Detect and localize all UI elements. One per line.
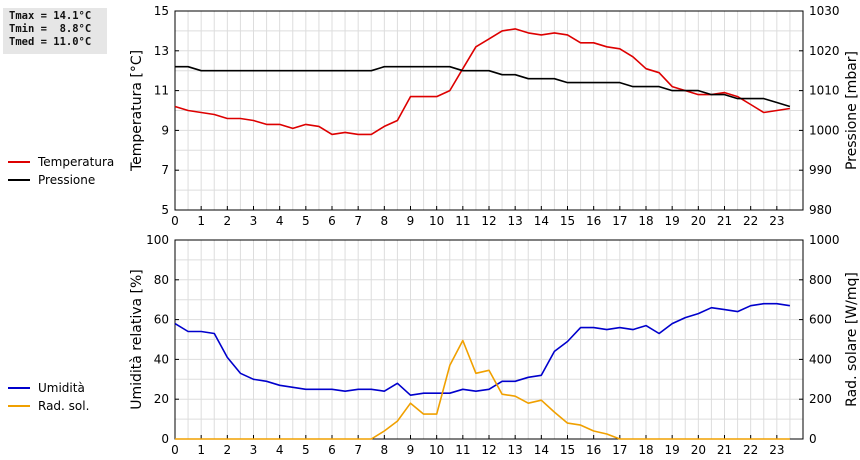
stats-box: Tmax = 14.1°C Tmin = 8.8°C Tmed = 11.0°C <box>3 8 107 54</box>
x-tick-label: 0 <box>171 443 179 457</box>
y-tick-label: 20 <box>154 392 169 406</box>
y2-tick-label: 400 <box>809 352 832 366</box>
stat-tmin: Tmin = 8.8°C <box>9 23 92 35</box>
x-tick-label: 22 <box>743 443 758 457</box>
x-tick-label: 2 <box>224 214 232 228</box>
y2-tick-label: 0 <box>809 432 817 446</box>
x-tick-label: 7 <box>354 214 362 228</box>
x-tick-label: 17 <box>612 214 627 228</box>
y-tick-label: 9 <box>161 123 169 137</box>
x-tick-label: 3 <box>250 443 258 457</box>
x-tick-label: 21 <box>717 214 732 228</box>
x-tick-label: 9 <box>407 214 415 228</box>
series-line-0-0 <box>174 28 791 136</box>
y2-tick-label: 1000 <box>809 233 840 247</box>
x-tick-label: 1 <box>197 214 205 228</box>
x-tick-label: 11 <box>455 214 470 228</box>
y-tick-label: 100 <box>146 233 169 247</box>
x-tick-label: 23 <box>769 214 784 228</box>
series-line-1-1 <box>175 339 790 440</box>
x-tick-label: 10 <box>429 214 444 228</box>
x-tick-label: 8 <box>381 214 389 228</box>
y-tick-label: 5 <box>161 203 169 217</box>
x-tick-label: 21 <box>717 443 732 457</box>
legend-label: Temperatura <box>37 155 114 169</box>
x-tick-label: 18 <box>638 443 653 457</box>
stat-tmed: Tmed = 11.0°C <box>9 36 92 48</box>
x-tick-label: 18 <box>638 214 653 228</box>
legend-label: Pressione <box>38 173 95 187</box>
y-tick-label: 40 <box>154 352 169 366</box>
x-tick-label: 15 <box>560 443 575 457</box>
y2-tick-label: 800 <box>809 273 832 287</box>
x-tick-label: 10 <box>429 443 444 457</box>
y-tick-label: 15 <box>154 4 169 18</box>
x-tick-label: 16 <box>586 214 601 228</box>
x-tick-label: 14 <box>534 214 549 228</box>
y2-tick-label: 1020 <box>809 44 840 58</box>
x-tick-label: 19 <box>665 214 680 228</box>
x-tick-label: 1 <box>197 443 205 457</box>
y2-tick-label: 1030 <box>809 4 840 18</box>
y2-axis-title: Rad. solare [W/mq] <box>844 272 860 407</box>
x-tick-label: 8 <box>381 443 389 457</box>
x-tick-label: 3 <box>250 214 258 228</box>
stat-tmax: Tmax = 14.1°C <box>9 10 92 22</box>
x-tick-label: 5 <box>302 443 310 457</box>
y-tick-label: 7 <box>161 163 169 177</box>
y-tick-label: 80 <box>154 273 169 287</box>
y-axis-title: Temperatura [°C] <box>129 50 145 172</box>
x-tick-label: 2 <box>224 443 232 457</box>
y2-tick-label: 200 <box>809 392 832 406</box>
x-tick-label: 16 <box>586 443 601 457</box>
y2-tick-label: 1000 <box>809 123 840 137</box>
y2-tick-label: 600 <box>809 313 832 327</box>
y-tick-label: 0 <box>161 432 169 446</box>
y-tick-label: 60 <box>154 313 169 327</box>
x-tick-label: 13 <box>508 214 523 228</box>
x-tick-label: 17 <box>612 443 627 457</box>
x-tick-label: 14 <box>534 443 549 457</box>
y2-tick-label: 1010 <box>809 84 840 98</box>
x-tick-label: 19 <box>665 443 680 457</box>
x-tick-label: 22 <box>743 214 758 228</box>
x-tick-label: 0 <box>171 214 179 228</box>
x-tick-label: 20 <box>691 443 706 457</box>
x-tick-label: 12 <box>481 443 496 457</box>
x-tick-label: 11 <box>455 443 470 457</box>
legend-label: Rad. sol. <box>38 399 89 413</box>
x-tick-label: 13 <box>508 443 523 457</box>
y-tick-label: 11 <box>154 84 169 98</box>
x-tick-label: 23 <box>769 443 784 457</box>
series-line-0-1 <box>175 65 791 108</box>
y-axis-title: Umidità relativa [%] <box>129 269 145 410</box>
y2-tick-label: 980 <box>809 203 832 217</box>
x-tick-label: 7 <box>354 443 362 457</box>
x-tick-label: 5 <box>302 214 310 228</box>
y2-tick-label: 990 <box>809 163 832 177</box>
y-tick-label: 13 <box>154 44 169 58</box>
x-tick-label: 6 <box>328 214 336 228</box>
x-tick-label: 4 <box>276 443 284 457</box>
x-tick-label: 15 <box>560 214 575 228</box>
series-line-1-0 <box>174 302 791 397</box>
legend-label: Umidità <box>38 381 85 395</box>
x-tick-label: 20 <box>691 214 706 228</box>
y2-axis-title: Pressione [mbar] <box>844 51 860 170</box>
x-tick-label: 4 <box>276 214 284 228</box>
x-tick-label: 12 <box>481 214 496 228</box>
x-tick-label: 9 <box>407 443 415 457</box>
x-tick-label: 6 <box>328 443 336 457</box>
